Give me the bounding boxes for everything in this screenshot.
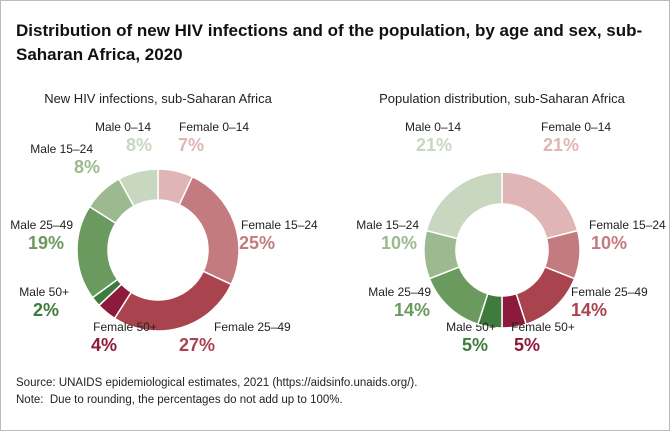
value-label: 10%: [381, 233, 417, 253]
value-label: 5%: [462, 335, 488, 355]
value-label: 7%: [178, 135, 204, 155]
slice-label: Male 25–49: [10, 218, 73, 232]
value-label: 2%: [33, 300, 59, 320]
slice-label: Male 25–49: [368, 285, 431, 299]
donut-slice: [515, 265, 576, 326]
slice-label: Male 0–14: [405, 120, 461, 134]
value-label: 21%: [416, 135, 452, 155]
chart-subtitle: New HIV infections, sub-Saharan Africa: [44, 91, 272, 106]
value-label: 19%: [28, 233, 64, 253]
donut-slice: [425, 171, 503, 240]
value-label: 14%: [571, 300, 607, 320]
donut-slice: [178, 175, 240, 286]
chart-subtitle: Population distribution, sub-Saharan Afr…: [379, 91, 625, 106]
value-label: 14%: [394, 300, 430, 320]
value-label: 25%: [239, 233, 275, 253]
value-label: 10%: [591, 233, 627, 253]
slice-label: Female 0–14: [541, 120, 611, 134]
value-label: 4%: [91, 335, 117, 355]
slice-label: Male 50+: [19, 285, 69, 299]
value-label: 21%: [543, 135, 579, 155]
slice-label: Male 50+: [446, 320, 496, 334]
donut-slice: [501, 171, 579, 240]
slice-label: Female 50+: [93, 320, 157, 334]
value-label: 8%: [74, 157, 100, 177]
value-label: 5%: [514, 335, 540, 355]
slice-label: Female 15–24: [241, 218, 318, 232]
figure-title: Distribution of new HIV infections and o…: [16, 21, 643, 64]
slice-label: Male 0–14: [95, 120, 151, 134]
slice-label: Female 25–49: [571, 285, 648, 299]
slice-label: Female 25–49: [214, 320, 291, 334]
value-label: 8%: [126, 135, 152, 155]
slice-label: Female 15–24: [589, 218, 666, 232]
value-label: 27%: [179, 335, 215, 355]
slice-label: Male 15–24: [356, 218, 419, 232]
slice-label: Male 15–24: [30, 142, 93, 156]
slice-label: Female 50+: [511, 320, 575, 334]
note: Note: Due to rounding, the percentages d…: [16, 394, 343, 406]
donut-slice: [117, 168, 159, 208]
slice-label: Female 0–14: [179, 120, 249, 134]
source: Source: UNAIDS epidemiological estimates…: [16, 377, 418, 389]
